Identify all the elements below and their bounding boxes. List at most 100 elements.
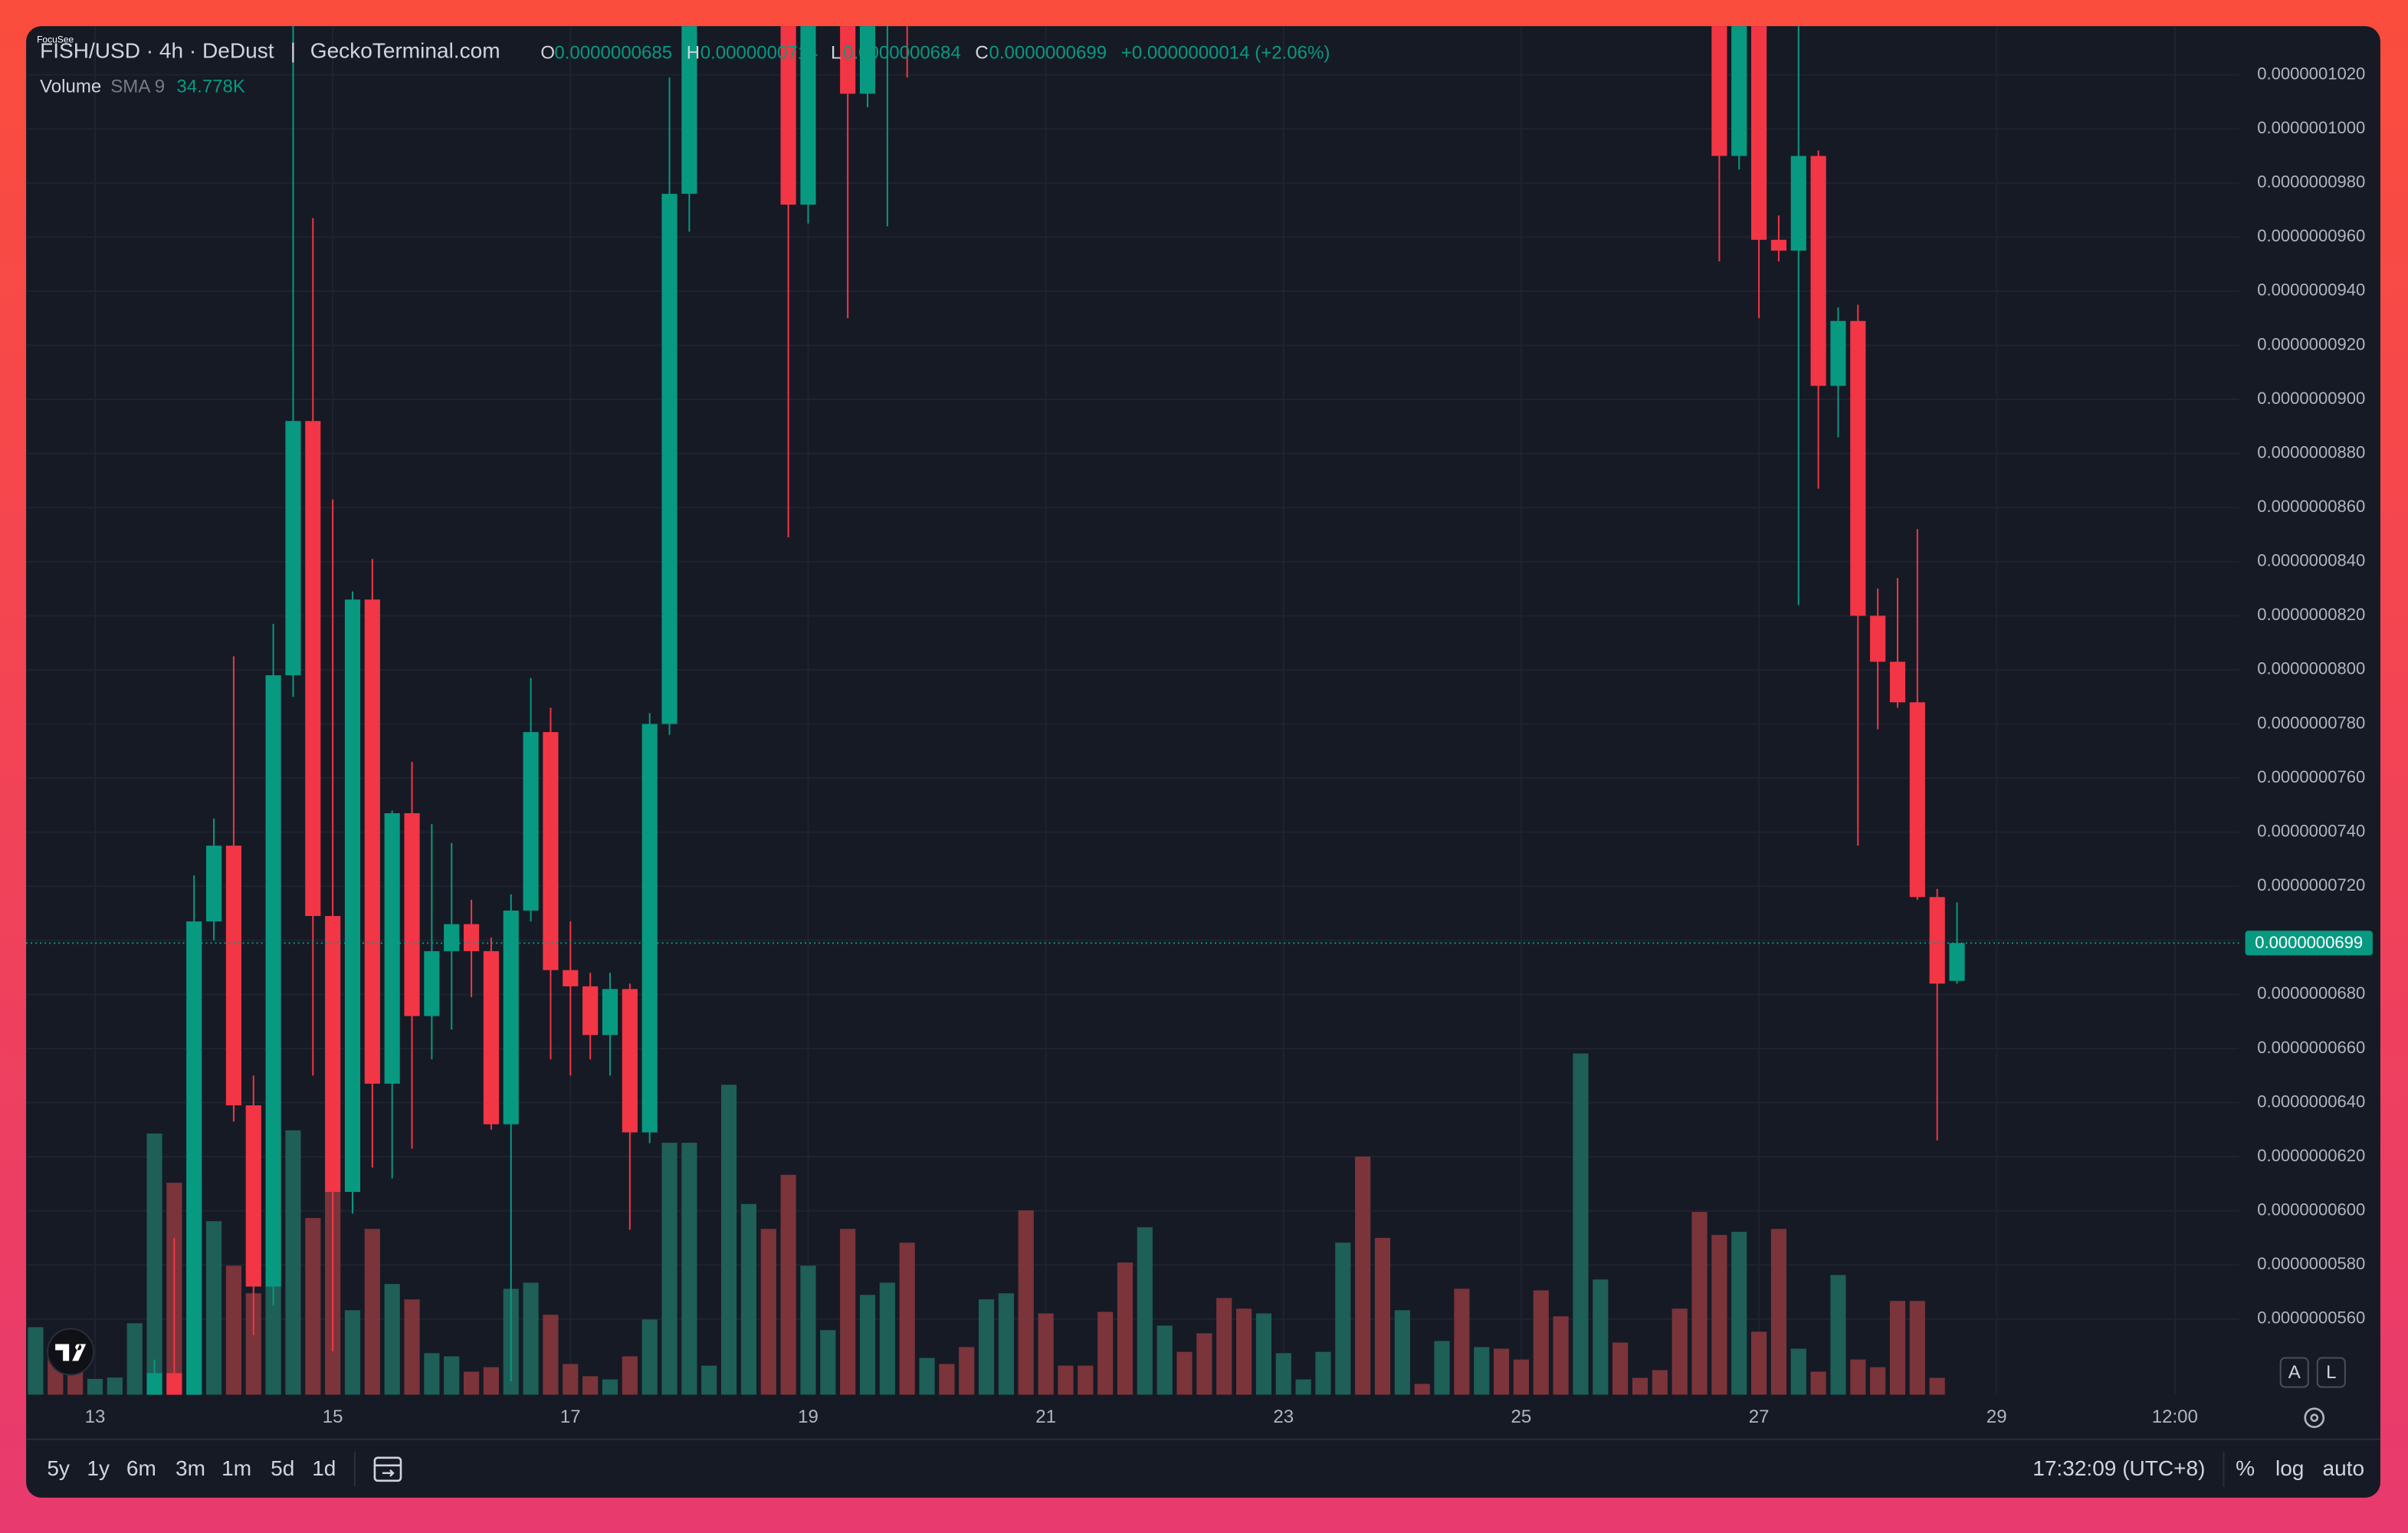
volume-bar <box>1711 1235 1727 1395</box>
calendar-icon[interactable] <box>373 1456 402 1482</box>
volume-bar <box>424 1353 440 1395</box>
l-label: L <box>831 42 841 63</box>
scale-option[interactable]: log <box>2275 1456 2304 1480</box>
symbol[interactable]: FISH/USD · 4h · DeDust <box>40 39 274 63</box>
volume-bar <box>720 1085 737 1395</box>
volume-bar <box>1870 1367 1886 1395</box>
separator: | <box>290 39 296 63</box>
y-tick-label: 0.0000000740 <box>2257 821 2365 840</box>
tv-logo[interactable] <box>47 1328 95 1376</box>
y-tick-label: 0.0000000860 <box>2257 497 2365 516</box>
volume-bar <box>1434 1341 1450 1395</box>
x-tick-label: 29 <box>1986 1407 2007 1427</box>
y-tick-label: 0.0000000820 <box>2257 605 2365 624</box>
open-value: 0.0000000685 <box>554 42 672 63</box>
volume-label: Volume <box>40 77 101 97</box>
x-tick-label: 13 <box>85 1407 106 1427</box>
scale-button-label[interactable]: L <box>2326 1362 2336 1383</box>
range-button[interactable]: 5d <box>271 1456 294 1480</box>
volume-bar <box>740 1203 757 1395</box>
volume-bar <box>1018 1210 1034 1395</box>
range-button[interactable]: 6m <box>126 1456 156 1480</box>
volume-bar <box>701 1365 717 1395</box>
volume-bar <box>1038 1313 1054 1395</box>
scale-button-label[interactable]: A <box>2288 1362 2301 1383</box>
range-button[interactable]: 3m <box>176 1456 205 1480</box>
candle-body <box>622 989 638 1133</box>
volume-pane <box>28 1053 1945 1395</box>
x-tick-label: 21 <box>1035 1407 1056 1427</box>
scale-button[interactable] <box>2279 1357 2309 1388</box>
volume-bar <box>1731 1232 1747 1395</box>
y-tick-label: 0.0000000660 <box>2257 1038 2365 1057</box>
volume-bar <box>1374 1237 1391 1395</box>
volume-bar <box>285 1130 301 1395</box>
candle-body <box>780 26 796 205</box>
candle-body <box>325 916 341 1192</box>
high-value: 0.0000000714 <box>700 42 819 63</box>
volume-bar <box>444 1356 460 1395</box>
volume-bar <box>1889 1301 1906 1395</box>
scale-option[interactable]: % <box>2236 1456 2255 1480</box>
volume-bar <box>206 1221 222 1395</box>
y-tick-label: 0.0000000620 <box>2257 1146 2365 1165</box>
candle-body <box>563 970 579 986</box>
volume-bar <box>1394 1310 1410 1395</box>
sma-value: 34.778K <box>176 77 245 97</box>
y-tick-label: 0.0000000720 <box>2257 875 2365 895</box>
candle-body <box>1889 661 1906 703</box>
low-value: 0.0000000684 <box>843 42 961 63</box>
candle-body <box>245 1105 261 1287</box>
candle-body <box>225 845 242 1106</box>
candle-body <box>1830 320 1846 386</box>
volume-bar <box>87 1378 103 1395</box>
candle-body <box>404 812 420 1016</box>
candle-body <box>503 910 519 1124</box>
scale-button[interactable] <box>2316 1357 2346 1388</box>
range-button[interactable]: 1m <box>221 1456 251 1480</box>
volume-bar <box>978 1299 995 1395</box>
volume-bar <box>1295 1379 1311 1395</box>
window <box>26 26 2380 1498</box>
volume-bar <box>126 1323 143 1395</box>
scale-option[interactable]: auto <box>2323 1456 2365 1480</box>
volume-bar <box>483 1367 500 1395</box>
close-value: 0.0000000699 <box>989 42 1107 63</box>
candle-body <box>1790 156 1806 251</box>
volume-bar <box>859 1295 876 1395</box>
candle-body <box>1870 615 1886 662</box>
volume-bar <box>1117 1262 1133 1395</box>
volume-bar <box>1691 1212 1708 1395</box>
volume-bar <box>225 1265 242 1395</box>
volume-bar <box>780 1174 796 1395</box>
volume-bar <box>543 1315 559 1395</box>
volume-bar <box>681 1142 697 1395</box>
volume-bar <box>1137 1227 1153 1395</box>
x-tick-label: 17 <box>560 1407 581 1427</box>
x-tick-label: 19 <box>798 1407 819 1427</box>
settings-icon[interactable] <box>2304 1407 2325 1429</box>
volume-bar <box>1315 1351 1331 1395</box>
volume-bar <box>820 1330 836 1395</box>
candle-body <box>1810 156 1826 386</box>
range-button[interactable]: 1y <box>87 1456 110 1480</box>
range-button[interactable]: 1d <box>312 1456 336 1480</box>
volume-bar <box>661 1142 677 1395</box>
y-tick-label: 0.0000001000 <box>2257 118 2365 137</box>
volume-bar <box>1513 1359 1530 1395</box>
candle-body <box>305 421 321 917</box>
range-button[interactable]: 5y <box>47 1456 70 1480</box>
volume-bar <box>1750 1331 1767 1395</box>
volume-bar <box>1196 1333 1212 1395</box>
volume-bar <box>1770 1229 1787 1395</box>
price-pane <box>146 26 1965 1395</box>
y-tick-label: 0.0000000640 <box>2257 1091 2365 1111</box>
clock[interactable]: 17:32:09 (UTC+8) <box>2032 1456 2205 1480</box>
x-tick-label: 23 <box>1273 1407 1294 1427</box>
volume-bar <box>404 1299 420 1395</box>
volume-bar <box>879 1282 895 1395</box>
y-tick-label: 0.0000000940 <box>2257 281 2365 300</box>
volume-bar <box>364 1229 380 1395</box>
change-value: +0.0000000014 (+2.06%) <box>1121 42 1330 63</box>
